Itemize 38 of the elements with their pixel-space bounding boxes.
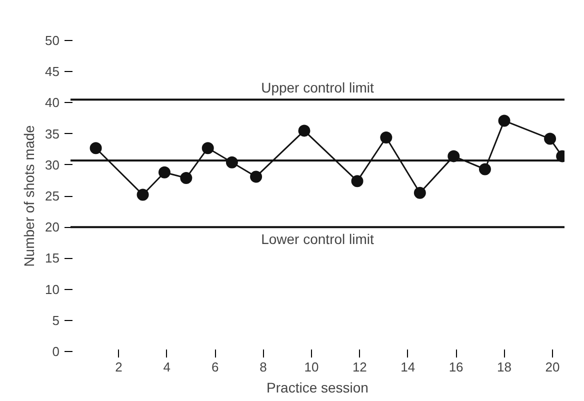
point	[158, 166, 170, 178]
point	[351, 175, 364, 188]
y-tick-label: 50	[45, 33, 60, 48]
ref-line-label: Upper control limit	[261, 80, 374, 96]
x-tick-label: 4	[163, 360, 171, 374]
y-axis-title: Number of shots made	[21, 124, 38, 267]
y-tick-label: 35	[45, 126, 60, 142]
point	[478, 163, 491, 176]
y-tick-label: 10	[45, 282, 60, 297]
x-tick-label: 14	[400, 360, 416, 374]
x-tick-label: 12	[352, 360, 367, 374]
point	[202, 142, 214, 154]
y-tick-label: 40	[45, 95, 60, 110]
y-tick-label: 30	[45, 157, 60, 172]
x-tick-label: 2	[115, 360, 122, 374]
point	[180, 172, 192, 184]
y-tick-label: 15	[45, 250, 60, 266]
y-tick-label: 20	[45, 220, 60, 235]
y-tick-label: 45	[45, 64, 60, 80]
point	[90, 142, 102, 154]
x-tick-label: 6	[211, 360, 219, 374]
point	[544, 132, 556, 145]
y-tick-label: 0	[52, 344, 60, 359]
point	[136, 188, 149, 201]
y-tick-label: 25	[45, 188, 60, 204]
ref-line-label: Lower control limit	[261, 231, 374, 248]
x-tick-label: 10	[304, 360, 319, 374]
x-tick-label: 16	[448, 360, 464, 374]
x-tick-label: 18	[497, 360, 512, 374]
x-tick-label: 20	[545, 360, 560, 374]
point	[380, 132, 392, 144]
y-tick-label: 5	[52, 312, 60, 328]
point	[250, 170, 262, 183]
x-tick-label: 8	[260, 360, 267, 374]
point	[298, 124, 310, 137]
x-axis-title: Practice session	[266, 380, 368, 396]
point	[414, 186, 426, 199]
point	[498, 114, 510, 127]
